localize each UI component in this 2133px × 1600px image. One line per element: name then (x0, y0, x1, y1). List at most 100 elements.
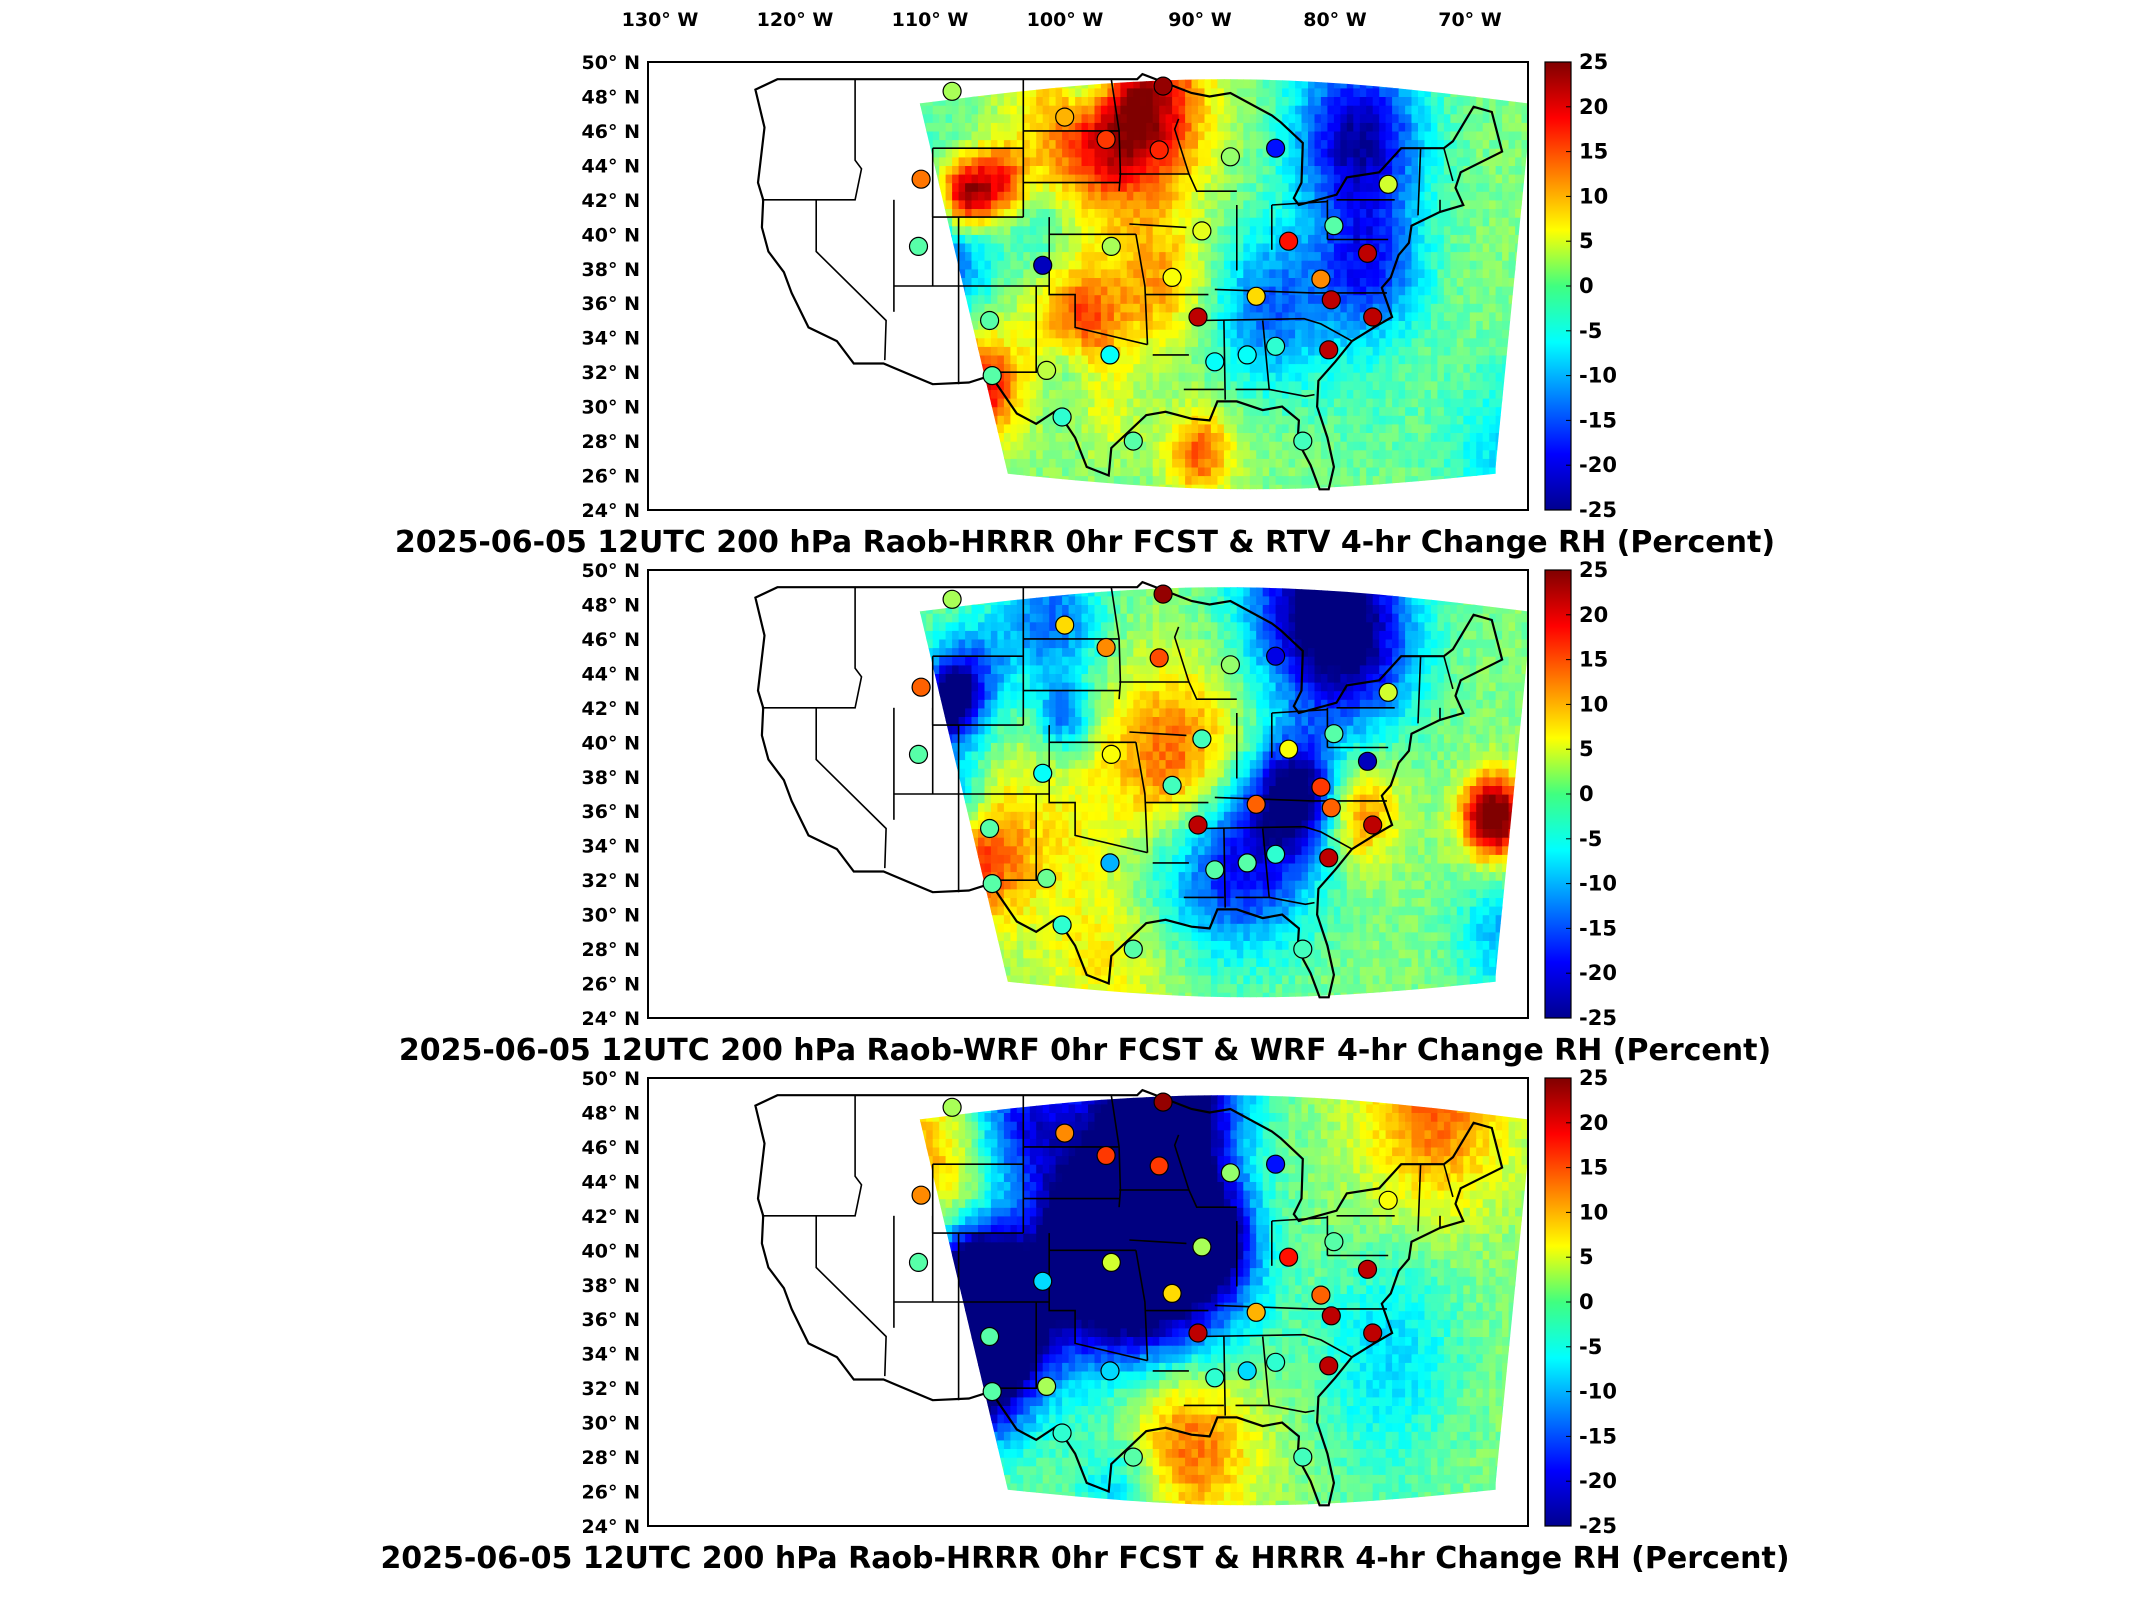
colorbar-tick-label: 25 (1579, 1066, 1608, 1090)
station-marker (979, 818, 1000, 839)
longitude-labels: 130° W 120° W 110° W 100° W 90° W 80° W … (622, 9, 1502, 31)
colorbar-tick-label: -20 (1579, 961, 1617, 985)
station-marker (1265, 1154, 1286, 1174)
us-outline (754, 72, 1504, 491)
station-marker (1319, 340, 1339, 360)
colorbar-tick-label: -10 (1579, 1380, 1617, 1404)
station-marker (1278, 1247, 1299, 1267)
station-marker (1188, 307, 1208, 327)
station-marker (1205, 352, 1225, 372)
station-marker (1293, 1447, 1313, 1467)
lat-label: 28° N (582, 939, 640, 961)
lat-label: 24° N (582, 500, 640, 522)
station-marker (1319, 1356, 1339, 1376)
station-marker (1100, 345, 1120, 365)
station-marker (1149, 1156, 1169, 1176)
colorbar-tick-label: 20 (1579, 603, 1608, 627)
station-marker (1265, 844, 1286, 864)
station-marker (1378, 682, 1398, 702)
station-marker (1036, 360, 1057, 380)
us-outline (754, 1088, 1504, 1507)
colorbar: 25 20 15 10 5 0 -5 -10 -15 -20 -25 (1544, 558, 1617, 1030)
lat-label: 34° N (582, 328, 640, 350)
lon-label-130w: 130° W (622, 9, 699, 31)
station-marker (1246, 1302, 1266, 1322)
station-marker (1278, 231, 1299, 251)
lat-label: 32° N (582, 362, 640, 384)
station-marker (1033, 1271, 1053, 1291)
station-marker (1237, 345, 1257, 365)
station-marker (1036, 868, 1057, 889)
lat-label: 30° N (582, 905, 640, 927)
map-frame (647, 569, 1529, 1019)
lat-label: 26° N (582, 1482, 640, 1504)
lat-label: 46° N (582, 629, 640, 651)
station-marker (1100, 1361, 1120, 1381)
colorbar-tick-label: 20 (1579, 1111, 1608, 1135)
station-marker (1162, 267, 1182, 287)
colorbar-tick-label: -5 (1579, 1335, 1602, 1359)
lat-label: 46° N (582, 121, 640, 143)
panel-title: 2025-06-05 12UTC 200 hPa Raob-HRRR 0hr F… (380, 1541, 1789, 1576)
station-marker (1357, 751, 1378, 771)
station-marker (1246, 286, 1266, 306)
latitude-labels: 50° N 48° N 46° N 44° N 42° N 40° N 38° N 36° N… (582, 1068, 640, 1538)
lat-label: 40° N (582, 224, 640, 246)
lat-label: 34° N (582, 1344, 640, 1366)
lat-label: 36° N (582, 801, 640, 823)
map-frame (647, 1077, 1529, 1527)
station-marker (1101, 744, 1121, 765)
station-marker (979, 310, 1000, 331)
lat-label: 38° N (582, 259, 640, 281)
station-marker (1192, 221, 1212, 241)
lon-label-70w: 70° W (1438, 9, 1502, 31)
station-marker (1324, 724, 1344, 744)
station-marker (1324, 216, 1344, 236)
colorbar-tick-label: 15 (1579, 140, 1608, 164)
station-marker (1311, 269, 1331, 289)
lat-label: 32° N (582, 870, 640, 892)
station-marker (1321, 290, 1341, 310)
station-marker (979, 1326, 1000, 1347)
state-borders (754, 72, 1504, 491)
station-marker (1265, 138, 1286, 158)
lat-label: 36° N (582, 293, 640, 315)
station-marker (1192, 1237, 1212, 1257)
colorbar-tick-label: -5 (1579, 827, 1602, 851)
station-marker (1265, 646, 1286, 666)
lat-label: 26° N (582, 466, 640, 488)
station-marker (942, 1097, 962, 1117)
colorbar-tick-label: -15 (1579, 408, 1617, 432)
station-marker (1378, 1190, 1398, 1210)
station-marker (1321, 1306, 1341, 1326)
station-marker (1246, 794, 1266, 814)
station-marker (1357, 1259, 1378, 1279)
station-marker (1220, 1163, 1241, 1183)
lat-label: 44° N (582, 1171, 640, 1193)
lat-label: 28° N (582, 1447, 640, 1469)
station-marker (911, 1185, 931, 1205)
map-panel-1: 50° N 48° N 46° N 44° N 42° N 40° N 38° N 36° N… (395, 50, 1775, 560)
lat-label: 48° N (582, 595, 640, 617)
lat-label: 26° N (582, 974, 640, 996)
station-marker (1123, 939, 1143, 959)
lat-label: 42° N (582, 698, 640, 720)
station-marker (1357, 243, 1378, 263)
lat-label: 30° N (582, 397, 640, 419)
station-marker (982, 1381, 1002, 1402)
lat-label: 48° N (582, 1103, 640, 1125)
station-marker (1311, 1285, 1331, 1305)
panel-title: 2025-06-05 12UTC 200 hPa Raob-WRF 0hr FC… (399, 1033, 1771, 1068)
station-marker (1220, 655, 1241, 675)
lat-label: 46° N (582, 1137, 640, 1159)
station-marker (1237, 1361, 1257, 1381)
colorbar-tick-label: -5 (1579, 319, 1602, 343)
lat-label: 44° N (582, 155, 640, 177)
station-marker (1123, 431, 1143, 451)
colorbar-tick-label: 0 (1579, 782, 1594, 806)
colorbar-tick-label: 15 (1579, 1156, 1608, 1180)
lat-label: 40° N (582, 732, 640, 754)
station-marker (1293, 431, 1313, 451)
lat-label: 24° N (582, 1516, 640, 1538)
colorbar: 25 20 15 10 5 0 -5 -10 -15 -20 -25 (1544, 1066, 1617, 1538)
